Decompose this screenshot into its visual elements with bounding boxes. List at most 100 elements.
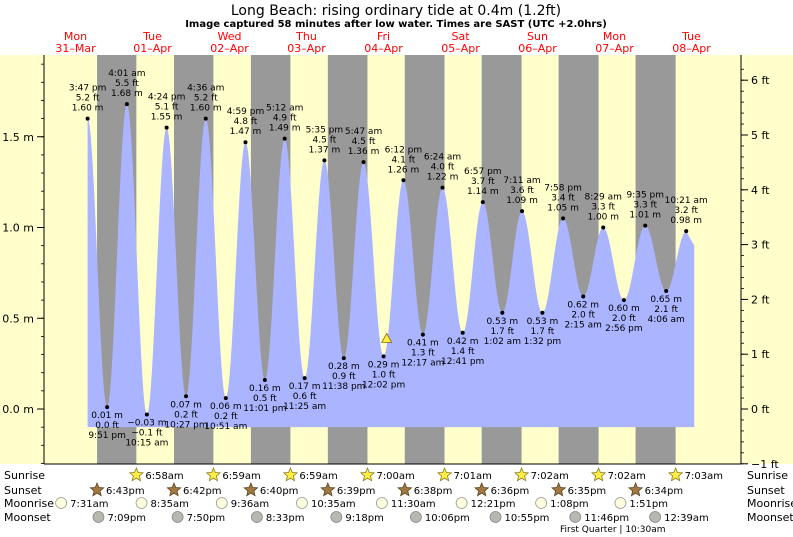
y-tick-label-ft: 5 ft [751, 129, 770, 142]
y-tick-label-ft: 4 ft [751, 184, 770, 197]
moonrise-time-label: 9:36am [231, 499, 269, 510]
moonset-time-label: 11:46pm [584, 513, 629, 524]
sunrise-icon [436, 466, 453, 482]
high-tide-label: 7:11 am [503, 176, 540, 186]
high-tide-label: 1.60 m [72, 104, 104, 114]
day-date-label: 04–Apr [364, 42, 403, 55]
high-tide-label: 9:35 pm [626, 191, 664, 201]
tide-curve [87, 104, 695, 428]
sunrise-time-label: 7:02am [531, 471, 569, 482]
high-tide-label: 6:24 am [424, 153, 461, 163]
sunset-time-label: 6:38pm [414, 486, 453, 497]
tide-point [105, 405, 110, 410]
low-tide-label: 0.60 m [608, 304, 640, 314]
low-tide-label: 1:32 pm [524, 337, 562, 347]
high-tide-label: 1.00 m [587, 213, 619, 223]
low-tide-label: 11:25 am [283, 402, 326, 412]
high-tide-label: 4.9 ft [273, 114, 297, 124]
tide-point [124, 102, 129, 107]
moonset-row-label-left: Moonset [4, 511, 51, 524]
tide-point [460, 330, 465, 335]
sunrise-icon [359, 466, 376, 482]
moonrise-icon [614, 497, 627, 509]
sunset-time-label: 6:35pm [568, 486, 607, 497]
low-tide-label: 1.7 ft [490, 327, 514, 337]
high-tide-label: 5:12 am [266, 104, 303, 114]
day-name-label: Mon [64, 30, 87, 43]
high-tide-label: 4.0 ft [431, 163, 455, 173]
day-date-label: 08–Apr [672, 42, 711, 55]
sunrise-time-label: 6:59am [299, 471, 337, 482]
moonset-icon [92, 511, 105, 523]
tide-point [601, 225, 606, 230]
tide-point [341, 356, 346, 361]
high-tide-label: 4.5 ft [352, 137, 376, 147]
low-tide-label: 2.0 ft [571, 310, 595, 320]
sunset-icon [243, 481, 259, 497]
low-tide-label: 0.28 m [328, 362, 360, 372]
low-tide-label: 0.2 ft [214, 412, 238, 422]
y-tick-label-m: 0.5 m [2, 312, 34, 325]
high-tide-label: 5.2 ft [194, 94, 218, 104]
tide-point [480, 200, 485, 205]
moonset-time-label: 10:06pm [425, 513, 470, 524]
tide-point [203, 116, 208, 121]
day-name-label: Tue [142, 30, 162, 43]
moonset-icon [171, 511, 184, 523]
day-name-label: Fri [377, 30, 390, 43]
day-name-label: Wed [218, 30, 242, 43]
moonrise-icon [135, 497, 148, 509]
day-date-label: 03–Apr [287, 42, 326, 55]
y-tick-label-m: 0.0 m [2, 403, 34, 416]
low-tide-label: 0.01 m [91, 411, 123, 421]
low-tide-label: 0.53 m [486, 317, 518, 327]
high-tide-label: 5.5 ft [115, 79, 139, 89]
low-tide-label: 0.6 ft [293, 392, 317, 402]
moonset-icon [649, 511, 661, 523]
tide-point [540, 310, 545, 315]
low-tide-label: 2.1 ft [654, 305, 678, 315]
tide-labels: 3:47 pm5.2 ft1.60 m0.01 m0.0 ft9:51 pm4:… [69, 69, 708, 448]
low-tide-label: 4:06 am [647, 315, 684, 325]
sunrise-time-label: 7:03am [685, 471, 723, 482]
sunset-time-label: 6:43pm [106, 486, 145, 497]
sunset-icon [89, 481, 105, 497]
high-tide-label: 1.55 m [151, 113, 183, 123]
sunrise-time-label: 6:59am [222, 471, 260, 482]
high-tide-label: 1.37 m [309, 145, 341, 155]
moonrise-time-label: 1:51pm [629, 499, 668, 510]
low-tide-label: 0.9 ft [332, 372, 356, 382]
y-tick-label-ft: 2 ft [751, 293, 770, 306]
high-tide-label: 1.26 m [388, 165, 420, 175]
tide-point [561, 216, 566, 221]
sunrise-row-label-right: Sunrise [747, 469, 788, 482]
high-tide-label: 4.8 ft [234, 117, 258, 127]
tide-point [223, 396, 228, 401]
day-date-label: 01–Apr [133, 42, 172, 55]
sunrise-icon [513, 466, 530, 482]
low-tide-label: 1:02 am [484, 337, 521, 347]
low-tide-label: −0.03 m [127, 418, 166, 428]
high-tide-label: 1.22 m [427, 173, 459, 183]
day-name-label: Sat [451, 30, 470, 43]
low-tide-label: 0.65 m [650, 295, 682, 305]
high-tide-label: 5.2 ft [76, 94, 100, 104]
y-tick-label-m: 1.0 m [2, 222, 34, 235]
tide-point [184, 394, 189, 399]
moonset-icon [489, 511, 502, 523]
tide-point [302, 376, 307, 381]
chart-title: Long Beach: rising ordinary tide at 0.4m… [231, 3, 561, 19]
high-tide-label: 5.1 ft [155, 103, 179, 113]
day-date-label: 31–Mar [55, 42, 96, 55]
moonset-time-label: 7:09pm [107, 513, 146, 524]
low-tide-label: 1.0 ft [372, 370, 396, 380]
low-tide-label: 12:02 pm [362, 380, 405, 390]
tide-point [500, 310, 505, 315]
moonrise-time-label: 8:35am [151, 499, 189, 510]
sunrise-icon [668, 466, 684, 482]
low-tide-label: 0.06 m [210, 402, 242, 412]
sunset-row-label-right: Sunset [747, 484, 785, 497]
low-tide-label: 10:51 am [204, 422, 247, 432]
low-tide-label: 11:38 pm [322, 382, 365, 392]
chart-subtitle: Image captured 58 minutes after low wate… [185, 19, 607, 30]
